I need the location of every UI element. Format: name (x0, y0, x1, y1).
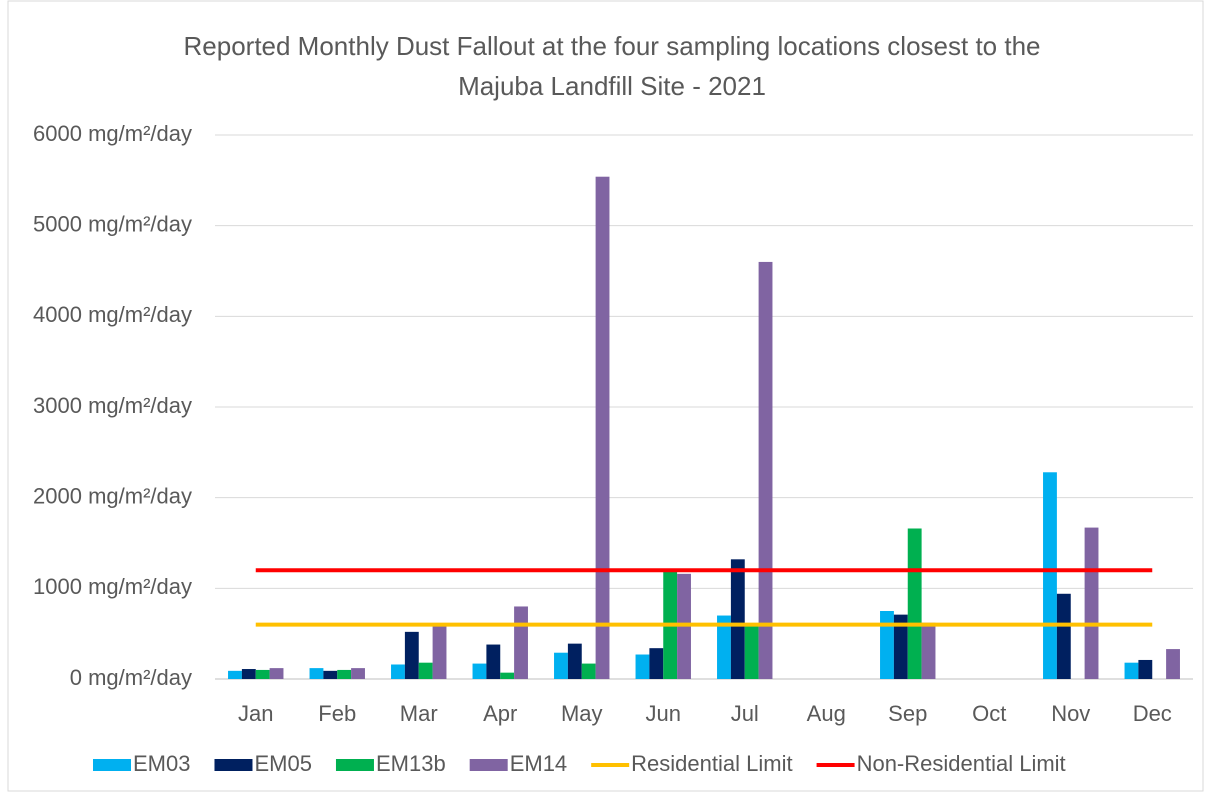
y-tick-label: 2000 mg/m²/day (33, 483, 192, 508)
bar (649, 648, 664, 679)
x-tick-label: Sep (888, 701, 927, 726)
bar (337, 669, 352, 679)
bar (1166, 649, 1180, 679)
bar (880, 611, 894, 679)
x-tick-label: Jan (238, 701, 273, 726)
bar (255, 669, 270, 679)
y-tick-label: 5000 mg/m²/day (33, 211, 192, 236)
bar (1043, 472, 1057, 679)
y-tick-label: 3000 mg/m²/day (33, 393, 192, 418)
chart-subtitle: Majuba Landfill Site - 2021 (458, 71, 766, 101)
bar (472, 663, 487, 679)
y-tick-label: 4000 mg/m²/day (33, 302, 192, 327)
bar (921, 622, 936, 679)
x-tick-label: Mar (400, 701, 438, 726)
x-tick-label: Jul (731, 701, 759, 726)
x-tick-label: Jun (646, 701, 681, 726)
bar (1138, 659, 1153, 679)
bar (581, 663, 596, 679)
bar (758, 261, 773, 679)
bar (717, 615, 731, 679)
bar (486, 644, 501, 679)
bar (893, 614, 908, 679)
bar (500, 672, 515, 679)
bar (228, 670, 242, 679)
legend-label: Residential Limit (631, 751, 792, 776)
x-tick-label: Dec (1133, 701, 1172, 726)
legend-swatch (335, 759, 374, 771)
bar (730, 559, 745, 679)
bar (514, 606, 528, 679)
chart-title: Reported Monthly Dust Fallout at the fou… (184, 31, 1041, 61)
legend-label: Non-Residential Limit (857, 751, 1066, 776)
x-tick-label: May (561, 701, 603, 726)
bar (744, 624, 759, 679)
bar (351, 668, 365, 679)
legend-label: EM05 (254, 751, 311, 776)
y-tick-label: 0 mg/m²/day (70, 665, 192, 690)
chart-border (7, 0, 1204, 792)
legend-swatch (469, 759, 508, 771)
bar (391, 664, 405, 679)
bar (404, 631, 419, 679)
bar (1056, 593, 1071, 679)
legend-swatch (214, 759, 253, 771)
bar (418, 662, 433, 679)
bar (554, 652, 568, 679)
x-tick-label: Oct (972, 701, 1006, 726)
legend-label: EM14 (510, 751, 567, 776)
bar (635, 654, 650, 679)
bar (241, 669, 256, 679)
bar (1084, 527, 1099, 679)
bar (567, 643, 582, 679)
bar (595, 176, 610, 679)
y-tick-label: 1000 mg/m²/day (33, 574, 192, 599)
bar (269, 668, 284, 679)
bar (323, 670, 338, 679)
legend-swatch (93, 759, 131, 771)
x-tick-label: Aug (807, 701, 846, 726)
bar (432, 624, 447, 679)
legend-label: EM03 (133, 751, 190, 776)
legend-label: EM13b (376, 751, 446, 776)
y-tick-label: 6000 mg/m²/day (33, 121, 192, 146)
bar (1124, 662, 1139, 679)
bar (309, 668, 324, 679)
x-tick-label: Nov (1051, 701, 1090, 726)
x-tick-label: Feb (318, 701, 356, 726)
x-tick-label: Apr (483, 701, 517, 726)
bar (907, 528, 922, 679)
